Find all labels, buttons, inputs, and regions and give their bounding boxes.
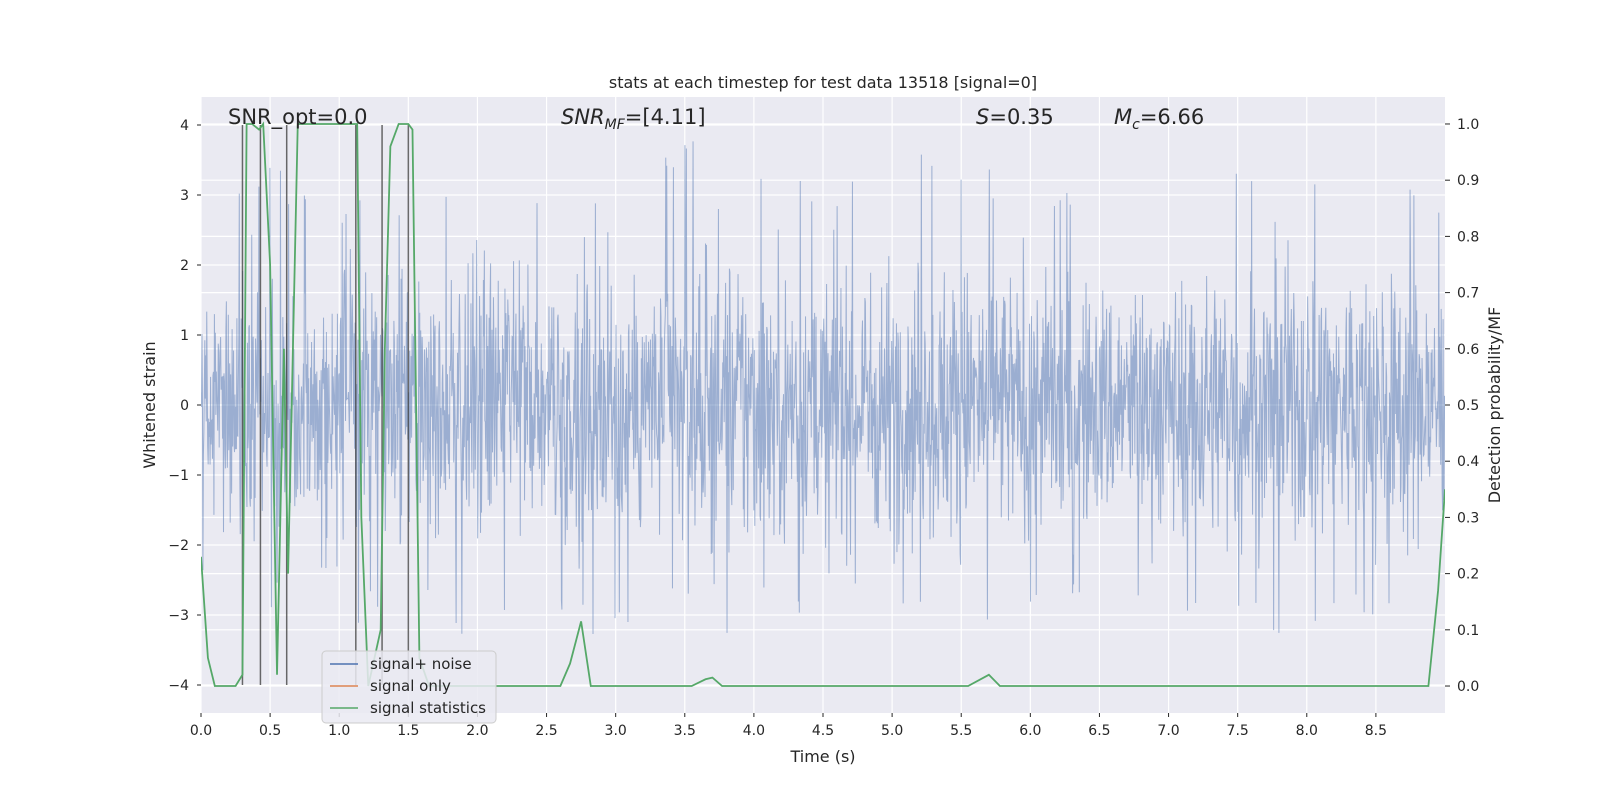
- y-tick-label: 0: [180, 398, 189, 414]
- y2-tick-label: 0.6: [1457, 342, 1479, 358]
- annotations: SNR_opt=0.0 SNRMF=[4.11] S=0.35 Mc=6.66: [228, 105, 1204, 133]
- legend: signal+ noise signal only signal statist…: [321, 650, 497, 724]
- snr-opt-annotation: SNR_opt=0.0: [228, 105, 368, 130]
- snr-mf-subscript: MF: [605, 117, 626, 133]
- x-tick-label: 1.5: [397, 723, 419, 739]
- x-tick-label: 1.0: [328, 723, 350, 739]
- x-tick-label: 6.0: [1019, 723, 1041, 739]
- x-tick-label: 5.5: [950, 723, 972, 739]
- signal-statistics-series: [201, 121, 1445, 687]
- legend-box: [321, 650, 497, 724]
- y2-tick-label: 0.1: [1457, 623, 1479, 639]
- legend-label-signal-noise: signal+ noise: [370, 655, 472, 673]
- x-tick-label: 8.0: [1296, 723, 1318, 739]
- x-tick-label: 3.0: [605, 723, 627, 739]
- x-axis-label: Time (s): [789, 747, 855, 766]
- chart-title: stats at each timestep for test data 135…: [609, 73, 1037, 92]
- y-tick-label: −3: [168, 608, 189, 624]
- x-tick-label: 4.5: [812, 723, 834, 739]
- y2-tick-label: 0.4: [1457, 454, 1479, 470]
- legend-label-signal-only: signal only: [370, 677, 451, 695]
- y-tick-label: 3: [180, 188, 189, 204]
- y-axis-label: Whitened strain: [140, 341, 159, 468]
- y-tick-label: 4: [180, 118, 189, 134]
- y-tick-label: −4: [168, 678, 189, 694]
- x-tick-label: 0.5: [259, 723, 281, 739]
- y2-tick-label: 0.8: [1457, 229, 1479, 245]
- y2-axis-ticks: 0.0 0.1 0.2 0.3 0.4 0.5 0.6 0.7 0.8 0.9 1.0: [1445, 117, 1479, 695]
- mc-annotation: Mc=6.66: [1114, 105, 1204, 133]
- x-tick-label: 2.5: [535, 723, 557, 739]
- x-tick-label: 5.0: [881, 723, 903, 739]
- x-axis-ticks: 0.0 0.5 1.0 1.5 2.0 2.5 3.0 3.5 4.0 4.5 5.0 5.5 6.0 6…: [190, 713, 1387, 739]
- snr-mf-value: =[4.11]: [625, 105, 706, 129]
- x-tick-label: 7.0: [1157, 723, 1179, 739]
- y2-tick-label: 0.0: [1457, 679, 1479, 695]
- y-tick-label: 1: [180, 328, 189, 344]
- y2-axis-label: Detection probability/MF: [1485, 307, 1504, 504]
- y2-tick-label: 0.7: [1457, 286, 1479, 302]
- y2-tick-label: 1.0: [1457, 117, 1479, 133]
- snr-mf-annotation: SNRMF=[4.11]: [561, 105, 706, 133]
- x-tick-label: 8.5: [1365, 723, 1387, 739]
- x-tick-label: 0.0: [190, 723, 212, 739]
- y2-tick-label: 0.5: [1457, 398, 1479, 414]
- mc-subscript: c: [1132, 117, 1140, 133]
- y2-tick-label: 0.2: [1457, 567, 1479, 583]
- s-symbol: S: [976, 105, 989, 129]
- s-value: =0.35: [989, 105, 1053, 129]
- x-tick-label: 2.0: [466, 723, 488, 739]
- x-tick-label: 4.0: [743, 723, 765, 739]
- y-tick-label: −2: [168, 538, 189, 554]
- y-tick-label: 2: [180, 258, 189, 274]
- y2-tick-label: 0.9: [1457, 173, 1479, 189]
- signal-statistics-line: [201, 121, 1445, 687]
- s-annotation: S=0.35: [976, 105, 1054, 129]
- y-axis-ticks: −4 −3 −2 −1 0 1 2 3 4: [168, 118, 201, 694]
- x-tick-label: 6.5: [1088, 723, 1110, 739]
- y-tick-label: −1: [168, 468, 189, 484]
- x-tick-label: 3.5: [674, 723, 696, 739]
- snr-mf-symbol: SNR: [561, 105, 605, 129]
- legend-label-signal-statistics: signal statistics: [370, 699, 486, 717]
- y2-tick-label: 0.3: [1457, 510, 1479, 526]
- x-tick-label: 7.5: [1227, 723, 1249, 739]
- mc-symbol: M: [1114, 105, 1132, 129]
- mc-value: =6.66: [1140, 105, 1204, 129]
